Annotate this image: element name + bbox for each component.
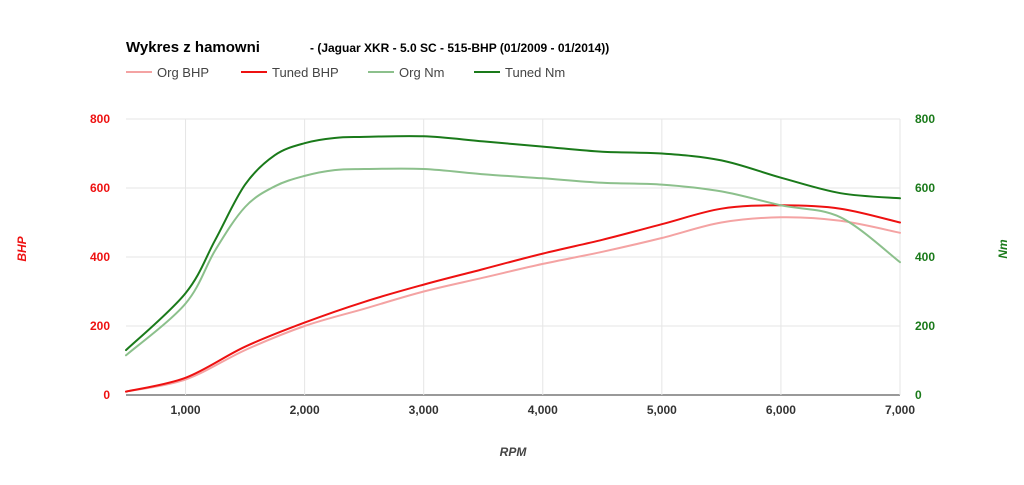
y-left-tick-label: 0 bbox=[103, 388, 110, 402]
x-tick-label: 1,000 bbox=[171, 403, 201, 417]
legend-item-org-nm[interactable]: Org Nm bbox=[368, 65, 445, 80]
y-right-tick-label: 400 bbox=[915, 250, 935, 264]
x-tick-label: 7,000 bbox=[885, 403, 915, 417]
legend-item-tuned-nm[interactable]: Tuned Nm bbox=[474, 65, 565, 80]
grid bbox=[126, 118, 901, 396]
x-axis-title: RPM bbox=[500, 445, 528, 459]
legend-item-tuned-bhp[interactable]: Tuned BHP bbox=[241, 65, 339, 80]
left-axis-title: BHP bbox=[15, 235, 29, 261]
y-left-tick-label: 400 bbox=[90, 250, 110, 264]
legend: Org BHP Tuned BHP Org Nm Tuned Nm bbox=[126, 65, 565, 80]
series-line-tuned-nm bbox=[125, 135, 901, 352]
right-axis-title: Nm bbox=[996, 239, 1010, 259]
legend-item-org-bhp[interactable]: Org BHP bbox=[126, 65, 209, 80]
x-tick-label: 3,000 bbox=[409, 403, 439, 417]
series-layer bbox=[125, 135, 901, 393]
y-right-tick-label: 800 bbox=[915, 112, 935, 126]
x-tick-label: 4,000 bbox=[528, 403, 558, 417]
series-line-tuned-bhp bbox=[125, 204, 901, 393]
y-left-tick-label: 200 bbox=[90, 319, 110, 333]
legend-label: Tuned Nm bbox=[505, 65, 565, 80]
y-right-tick-label: 0 bbox=[915, 388, 922, 402]
chart-subtitle: - (Jaguar XKR - 5.0 SC - 515-BHP (01/200… bbox=[310, 41, 609, 55]
series-line-org-bhp bbox=[125, 216, 901, 393]
y-right-tick-label: 200 bbox=[915, 319, 935, 333]
y-right-tick-label: 600 bbox=[915, 181, 935, 195]
chart-title: Wykres z hamowni bbox=[126, 39, 260, 56]
x-tick-label: 2,000 bbox=[290, 403, 320, 417]
y-left-tick-label: 800 bbox=[90, 112, 110, 126]
y-left-tick-label: 600 bbox=[90, 181, 110, 195]
legend-label: Tuned BHP bbox=[272, 65, 339, 80]
x-tick-label: 5,000 bbox=[647, 403, 677, 417]
x-tick-label: 6,000 bbox=[766, 403, 796, 417]
legend-label: Org Nm bbox=[399, 65, 445, 80]
tick-labels: 0 200 400 600 800 0 200 400 600 800 1,000 2,000 3,00… bbox=[90, 112, 935, 417]
legend-label: Org BHP bbox=[157, 65, 209, 80]
series-line-org-nm bbox=[125, 167, 901, 357]
